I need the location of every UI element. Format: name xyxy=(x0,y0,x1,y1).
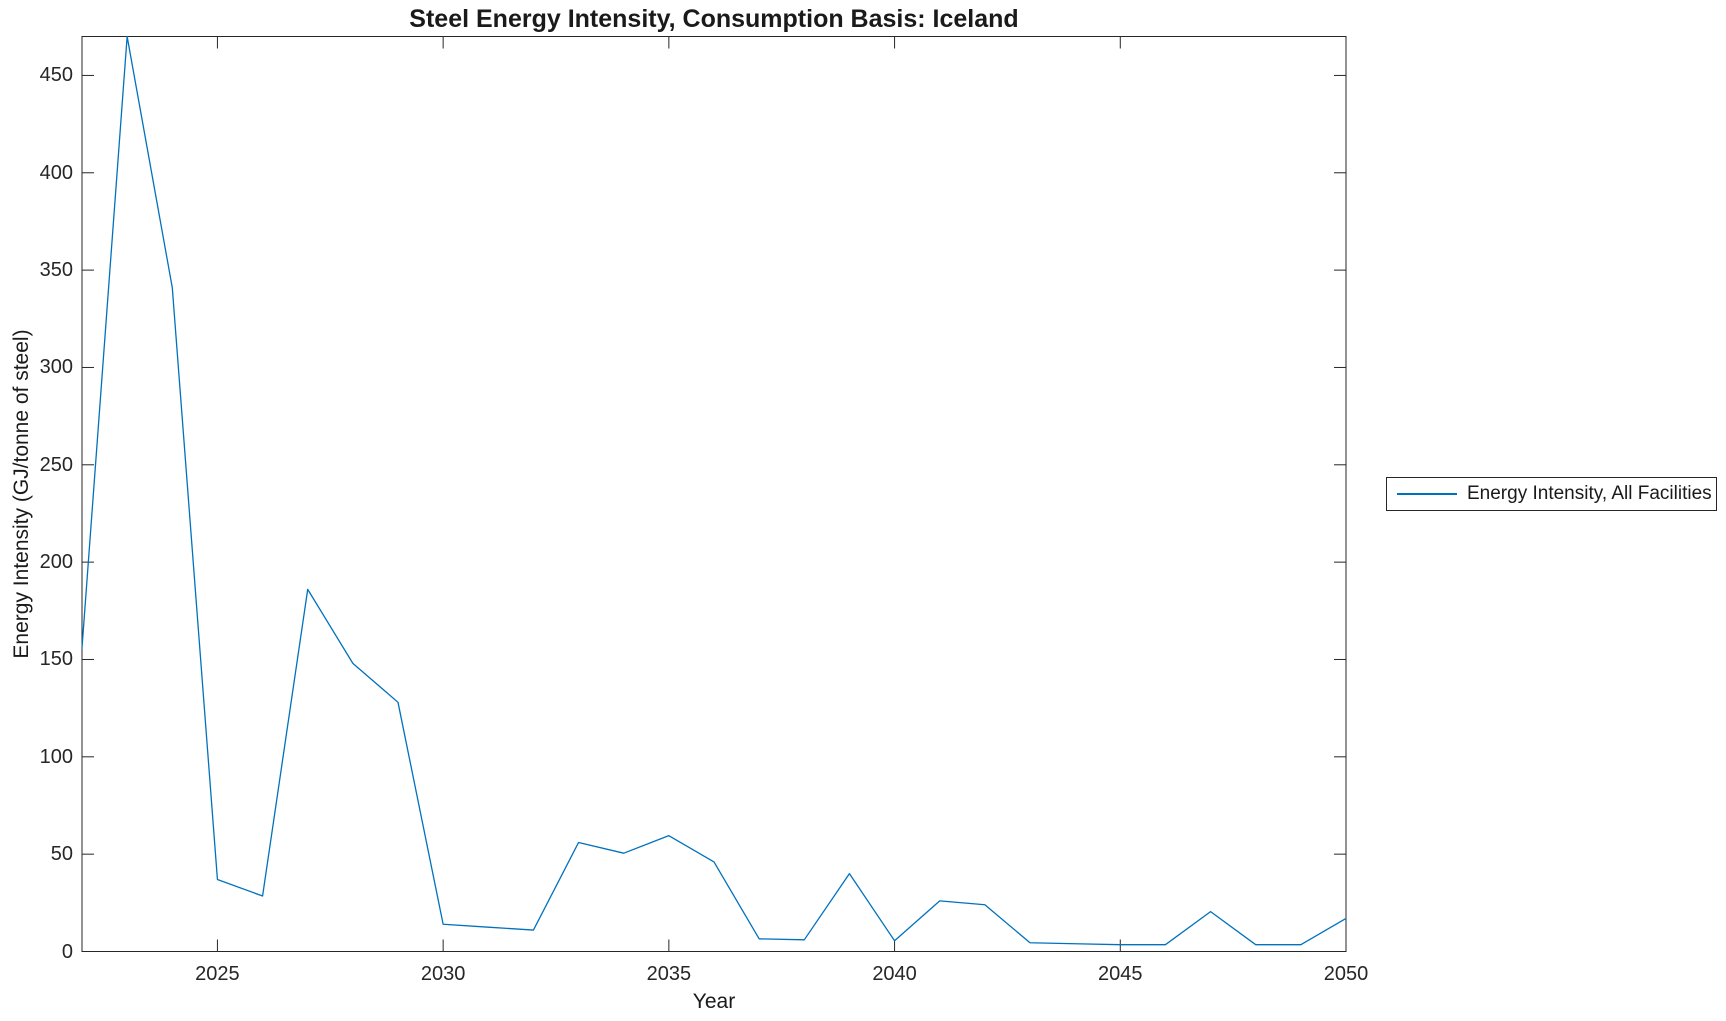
x-tick-label: 2025 xyxy=(195,963,240,985)
y-tick-label: 300 xyxy=(39,356,73,379)
x-tick-label: 2035 xyxy=(646,963,692,985)
y-tick-label: 450 xyxy=(39,64,73,87)
y-tick-label: 150 xyxy=(39,648,73,671)
x-tick-label: 2045 xyxy=(1098,963,1143,985)
y-tick-label: 100 xyxy=(39,745,73,768)
chart-title: Steel Energy Intensity, Consumption Basi… xyxy=(409,5,1019,33)
energy-intensity-line xyxy=(81,35,1347,946)
x-tick-label: 2040 xyxy=(872,963,917,985)
y-tick-label: 0 xyxy=(61,940,73,963)
axes-box xyxy=(81,36,1347,952)
x-tick-label: 2030 xyxy=(420,963,466,985)
legend-line-sample-icon xyxy=(1397,493,1457,495)
legend-label: Energy Intensity, All Facilities xyxy=(1467,483,1712,504)
y-tick-label: 250 xyxy=(39,453,73,476)
x-axis-label: Year xyxy=(692,990,736,1013)
y-axis-label: Energy Intensity (GJ/tonne of steel) xyxy=(10,329,33,659)
x-tick-label: 2050 xyxy=(1323,963,1369,985)
y-tick-label: 200 xyxy=(39,551,73,574)
y-tick-label: 350 xyxy=(39,259,73,282)
y-tick-label: 50 xyxy=(50,843,73,866)
legend: Energy Intensity, All Facilities xyxy=(1386,477,1717,511)
y-tick-label: 400 xyxy=(39,161,73,184)
